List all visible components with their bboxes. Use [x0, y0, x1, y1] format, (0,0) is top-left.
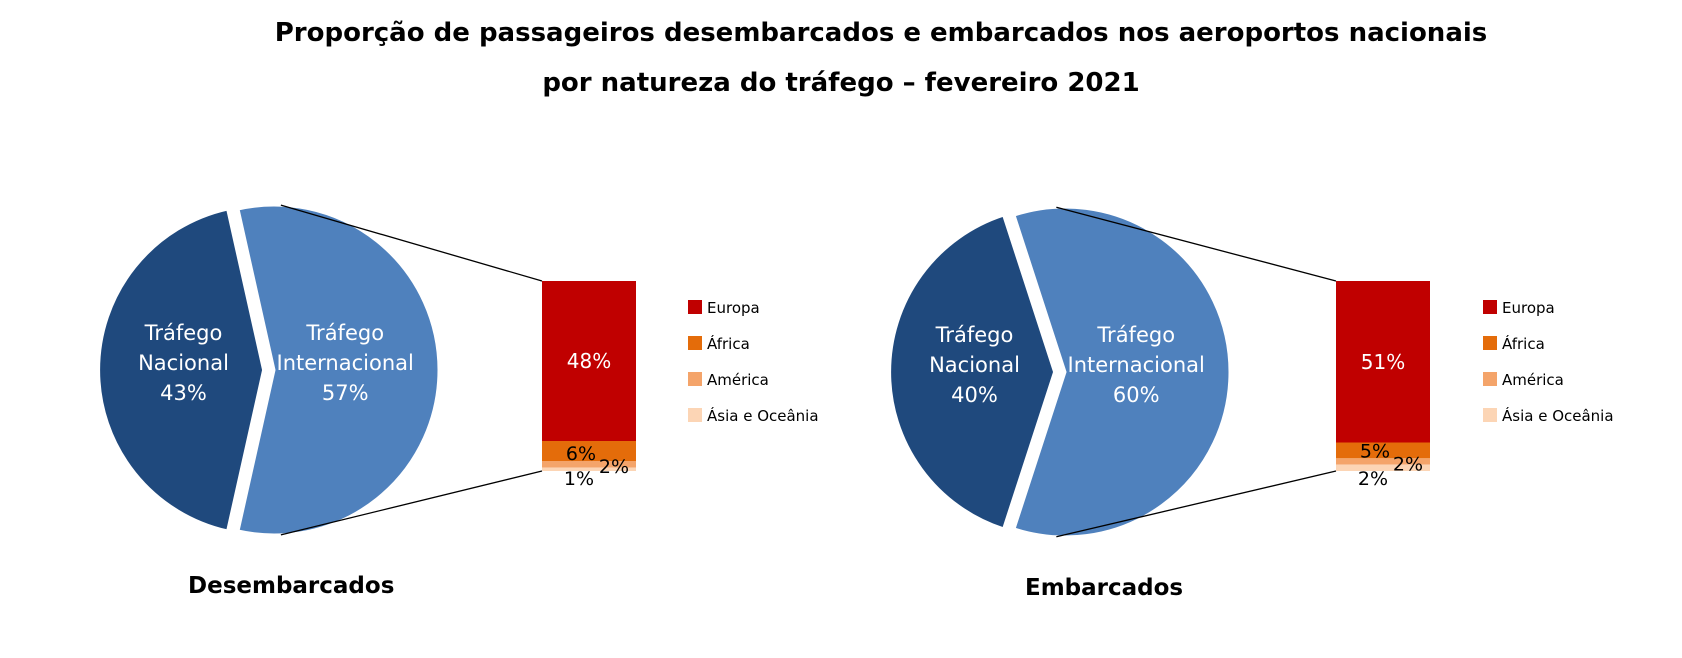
slice-value-nacional: 40% — [951, 383, 998, 407]
slice-label-nacional: Tráfego — [935, 323, 1014, 347]
slice-label-internacional: Internacional — [277, 351, 414, 375]
slice-label-nacional: Nacional — [929, 353, 1020, 377]
connector-line-bottom — [1056, 470, 1337, 538]
bar-label-4: 2% — [1358, 468, 1388, 490]
legend-label-4: Ásia e Oceânia — [1502, 406, 1614, 425]
legend-label-1: Europa — [707, 299, 760, 317]
connector-line-top — [1056, 206, 1337, 282]
legend-label-3: América — [707, 371, 769, 389]
bar-segment-2 — [542, 441, 636, 461]
bar-segment-4 — [1336, 464, 1430, 471]
bar-label-1: 48% — [567, 349, 611, 373]
bar-segment-1 — [542, 281, 636, 441]
slice-value-nacional: 43% — [160, 381, 207, 405]
pie-slice-internacional — [236, 203, 441, 537]
legend-swatch-4 — [1483, 408, 1497, 422]
legend-label-4: Ásia e Oceânia — [707, 406, 819, 425]
legend-swatch-1 — [1483, 300, 1497, 314]
pie-slice-nacional — [888, 213, 1057, 531]
legend-label-1: Europa — [1502, 299, 1555, 317]
slice-label-nacional: Tráfego — [144, 321, 223, 345]
bar-label-1: 51% — [1361, 350, 1405, 374]
bar-label-4: 1% — [564, 468, 594, 490]
bar-segment-2 — [1336, 442, 1430, 459]
legend-swatch-4 — [688, 408, 702, 422]
slice-value-internacional: 57% — [322, 381, 369, 405]
pie-slice-internacional — [1012, 205, 1232, 539]
connector-line-bottom — [280, 470, 543, 536]
bar-label-2: 6% — [566, 443, 596, 465]
connector-line-top — [280, 204, 543, 282]
legend-swatch-1 — [688, 300, 702, 314]
legend-label-2: África — [1502, 334, 1545, 353]
chart-title-line1: Proporção de passageiros desembarcados e… — [274, 18, 1488, 48]
bar-segment-3 — [1336, 458, 1430, 465]
slice-value-internacional: 60% — [1113, 383, 1160, 407]
slice-label-internacional: Tráfego — [305, 321, 384, 345]
chart-label: Desembarcados — [188, 573, 394, 599]
bar-segment-1 — [1336, 281, 1430, 443]
legend-swatch-2 — [688, 336, 702, 350]
legend-swatch-3 — [1483, 372, 1497, 386]
slice-label-internacional: Internacional — [1068, 353, 1205, 377]
chart-label: Embarcados — [1025, 575, 1183, 601]
bar-segment-4 — [542, 467, 636, 471]
legend-swatch-2 — [1483, 336, 1497, 350]
bar-segment-3 — [542, 461, 636, 468]
bar-label-3: 2% — [1393, 453, 1423, 475]
legend-label-2: África — [707, 334, 750, 353]
slice-label-nacional: Nacional — [138, 351, 229, 375]
slice-label-internacional: Tráfego — [1096, 323, 1175, 347]
pie-slice-nacional — [97, 207, 266, 533]
bar-label-3: 2% — [599, 456, 629, 478]
legend-swatch-3 — [688, 372, 702, 386]
bar-label-2: 5% — [1360, 440, 1390, 462]
legend-label-3: América — [1502, 371, 1564, 389]
chart-title-line2: por natureza do tráfego – fevereiro 2021 — [542, 68, 1140, 98]
